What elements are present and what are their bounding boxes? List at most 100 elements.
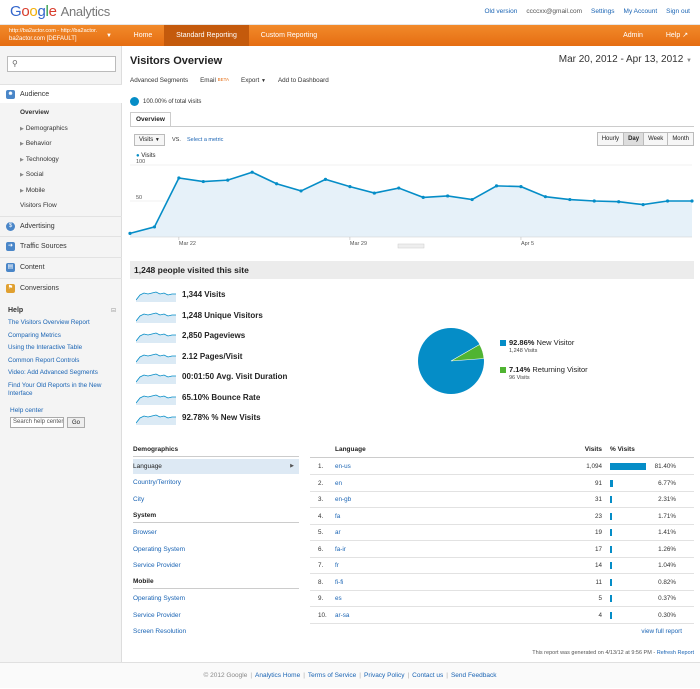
dimension-operating-system[interactable]: Operating System — [133, 546, 186, 553]
data-point[interactable] — [519, 185, 523, 189]
sidebar-item-overview[interactable]: Overview — [20, 109, 49, 116]
dimension-language[interactable]: Language ▶ — [133, 459, 299, 474]
data-point[interactable] — [446, 194, 450, 198]
pie-slice-returning-visitor[interactable] — [450, 344, 486, 374]
metric-select[interactable]: Visits ▼ — [134, 134, 165, 146]
sidebar-item-behavior[interactable]: ▶ Behavior — [20, 140, 52, 147]
sidebar-item-social[interactable]: ▶ Social — [20, 171, 44, 178]
collapse-help-icon[interactable]: ⊟ — [110, 308, 116, 314]
language-link[interactable]: en — [335, 479, 343, 487]
help-link[interactable]: The Visitors Overview Report — [8, 319, 90, 326]
sidebar-section-conversions[interactable]: ⚑ Conversions — [0, 278, 122, 297]
dimension-browser[interactable]: Browser — [133, 529, 157, 536]
month-button[interactable]: Month — [667, 132, 694, 146]
advanced-segments-button[interactable]: Advanced Segments — [130, 77, 189, 84]
help-link[interactable]: Video: Add Advanced Segments — [8, 369, 98, 376]
help-go-button[interactable]: Go — [67, 417, 85, 428]
footer-terms[interactable]: Terms of Service — [307, 672, 357, 679]
day-button[interactable]: Day — [623, 132, 645, 146]
metric-row[interactable]: 2,850 Pageviews — [136, 329, 356, 344]
sidebar-section-content[interactable]: ▤ Content — [0, 257, 122, 276]
data-point[interactable] — [323, 177, 328, 181]
metric-row[interactable]: 00:01:50 Avg. Visit Duration — [136, 370, 356, 385]
metric-row[interactable]: 2.12 Pages/Visit — [136, 350, 356, 365]
metric-row[interactable]: 65.10% Bounce Rate — [136, 391, 356, 406]
data-point[interactable] — [372, 191, 376, 195]
sidebar-search-input[interactable]: ⚲ — [7, 56, 116, 72]
view-full-report-link[interactable]: view full report — [641, 628, 682, 635]
data-point[interactable] — [494, 184, 499, 188]
sidebar-section-advertising[interactable]: $ Advertising — [0, 216, 122, 235]
refresh-report-link[interactable]: Refresh Report — [656, 650, 694, 656]
footer-privacy[interactable]: Privacy Policy — [364, 672, 405, 679]
data-point[interactable] — [421, 195, 425, 199]
data-point[interactable] — [226, 178, 230, 182]
email-button[interactable]: Email BETA — [200, 77, 230, 84]
data-point[interactable] — [397, 186, 401, 190]
help-link[interactable]: Using the Interactive Table — [8, 344, 83, 351]
footer-feedback[interactable]: Send Feedback — [450, 672, 497, 679]
old-version-link[interactable]: Old version — [484, 8, 518, 15]
data-point[interactable] — [177, 176, 181, 180]
dimension-screen-resolution[interactable]: Screen Resolution — [133, 628, 187, 635]
my-account-link[interactable]: My Account — [623, 8, 658, 15]
export-button[interactable]: Export ▼ — [241, 77, 266, 84]
dimension-mobile-os[interactable]: Operating System — [133, 595, 186, 602]
data-point[interactable] — [470, 197, 474, 202]
sidebar-item-technology[interactable]: ▶ Technology — [20, 156, 59, 163]
metric-row[interactable]: 92.78% % New Visits — [136, 411, 356, 426]
data-point[interactable] — [617, 200, 621, 204]
language-link[interactable]: ar — [335, 529, 341, 536]
help-search-input[interactable]: Search help center — [10, 417, 64, 428]
data-point[interactable] — [348, 185, 352, 189]
data-point[interactable] — [201, 179, 205, 184]
language-link[interactable]: ar-sa — [335, 611, 350, 619]
dimension-city[interactable]: City — [133, 496, 145, 503]
data-point[interactable] — [152, 225, 157, 229]
data-point[interactable] — [641, 203, 645, 207]
week-button[interactable]: Week — [643, 132, 669, 146]
nav-standard-reporting[interactable]: Standard Reporting — [164, 25, 249, 46]
dimension-mobile-provider[interactable]: Service Provider — [133, 612, 181, 619]
data-point[interactable] — [568, 197, 572, 202]
language-link[interactable]: fi-fi — [335, 578, 344, 586]
tab-overview[interactable]: Overview — [130, 112, 171, 126]
dimension-country[interactable]: Country/Territory — [133, 479, 182, 486]
data-point[interactable] — [543, 195, 547, 199]
nav-help[interactable]: Help ↗ — [665, 32, 689, 39]
help-link[interactable]: Comparing Metrics — [8, 332, 61, 339]
help-link[interactable]: Common Report Controls — [8, 357, 80, 364]
select-metric-link[interactable]: Select a metric — [187, 137, 224, 143]
nav-home[interactable]: Home — [133, 32, 153, 39]
visits-line-chart[interactable]: 100 50 Mar 22 Mar 29 Apr 5 — [122, 151, 700, 255]
language-link[interactable]: fa-ir — [335, 545, 346, 553]
metric-row[interactable]: 1,248 Unique Visitors — [136, 309, 356, 324]
data-point[interactable] — [665, 199, 670, 203]
language-link[interactable]: en-gb — [335, 496, 352, 503]
help-center-label[interactable]: Help center — [10, 407, 44, 414]
language-link[interactable]: es — [335, 595, 342, 602]
settings-link[interactable]: Settings — [591, 8, 615, 15]
metric-row[interactable]: 1,344 Visits — [136, 288, 356, 303]
help-link[interactable]: Find Your Old Reports in the New Interfa… — [8, 382, 102, 397]
language-link[interactable]: fa — [335, 512, 341, 520]
data-point[interactable] — [275, 182, 279, 186]
language-link[interactable]: fr — [335, 562, 339, 569]
account-selector[interactable]: http://ba2actor.com - http://ba2actor. b… — [9, 28, 112, 42]
data-point[interactable] — [690, 199, 694, 203]
sidebar-item-visitors-flow[interactable]: Visitors Flow — [20, 202, 57, 209]
nav-custom-reporting[interactable]: Custom Reporting — [260, 32, 318, 39]
sidebar-section-traffic-sources[interactable]: ➜ Traffic Sources — [0, 236, 122, 255]
sidebar-section-audience[interactable]: ☻ Audience — [0, 84, 122, 103]
footer-contact[interactable]: Contact us — [412, 672, 444, 679]
data-point[interactable] — [128, 231, 132, 235]
data-point[interactable] — [592, 199, 596, 203]
add-to-dashboard-button[interactable]: Add to Dashboard — [277, 77, 329, 84]
footer-analytics-home[interactable]: Analytics Home — [255, 672, 301, 679]
data-point[interactable] — [250, 170, 254, 174]
date-range-picker[interactable]: Mar 20, 2012 - Apr 13, 2012 ▼ — [558, 54, 692, 65]
google-analytics-logo[interactable]: Google Analytics — [10, 3, 110, 20]
sidebar-item-demographics[interactable]: ▶ Demographics — [20, 125, 68, 132]
hourly-button[interactable]: Hourly — [596, 132, 625, 146]
sidebar-item-mobile[interactable]: ▶ Mobile — [20, 187, 46, 194]
